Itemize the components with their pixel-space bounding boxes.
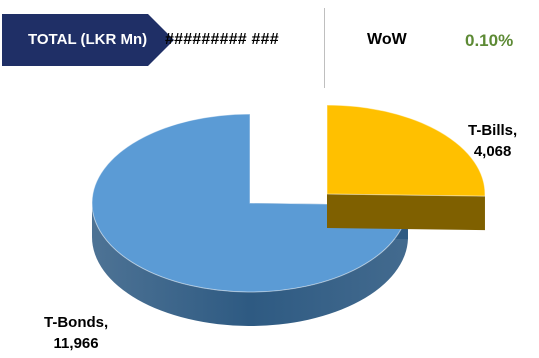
summary-header: TOTAL (LKR Mn) ######### ### WoW 0.10%	[0, 0, 539, 90]
slice-label-t-bills: T-Bills, 4,068	[468, 120, 517, 162]
wow-label: WoW	[367, 31, 407, 48]
total-badge: TOTAL (LKR Mn)	[2, 14, 176, 66]
slice-label-t-bills-value: 4,068	[473, 143, 512, 160]
slice-label-t-bonds-value: 11,966	[53, 335, 99, 352]
slice-label-t-bonds-name: T-Bonds,	[44, 314, 109, 331]
total-value: ######### ###	[165, 31, 279, 48]
total-label: TOTAL (LKR Mn)	[28, 31, 148, 48]
slice-label-t-bonds: T-Bonds, 11,966	[44, 312, 108, 354]
header-divider	[324, 8, 325, 88]
pie-chart-canvas	[91, 104, 486, 327]
wow-value: 0.10%	[465, 31, 514, 50]
badge-arrow-shape	[2, 14, 174, 66]
slice-label-t-bills-name: T-Bills,	[468, 122, 518, 139]
pie-chart: T-Bills, 4,068 T-Bonds, 11,966	[0, 90, 539, 353]
pie-slice-t-bills	[326, 104, 486, 231]
